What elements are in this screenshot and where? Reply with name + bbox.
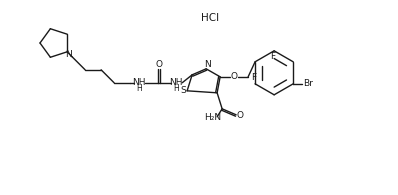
Text: O: O bbox=[237, 111, 244, 120]
Text: H: H bbox=[173, 84, 179, 93]
Text: H: H bbox=[136, 84, 142, 93]
Text: N: N bbox=[65, 50, 72, 59]
Text: O: O bbox=[230, 72, 238, 81]
Text: N: N bbox=[204, 60, 211, 69]
Text: Br: Br bbox=[303, 79, 313, 88]
Text: NH: NH bbox=[133, 78, 146, 87]
Text: HCl: HCl bbox=[201, 13, 219, 23]
Text: F: F bbox=[271, 52, 276, 61]
Text: H₂N: H₂N bbox=[205, 113, 222, 122]
Text: F: F bbox=[252, 73, 257, 82]
Text: NH: NH bbox=[170, 78, 183, 87]
Text: S: S bbox=[180, 86, 186, 95]
Text: O: O bbox=[156, 60, 163, 69]
